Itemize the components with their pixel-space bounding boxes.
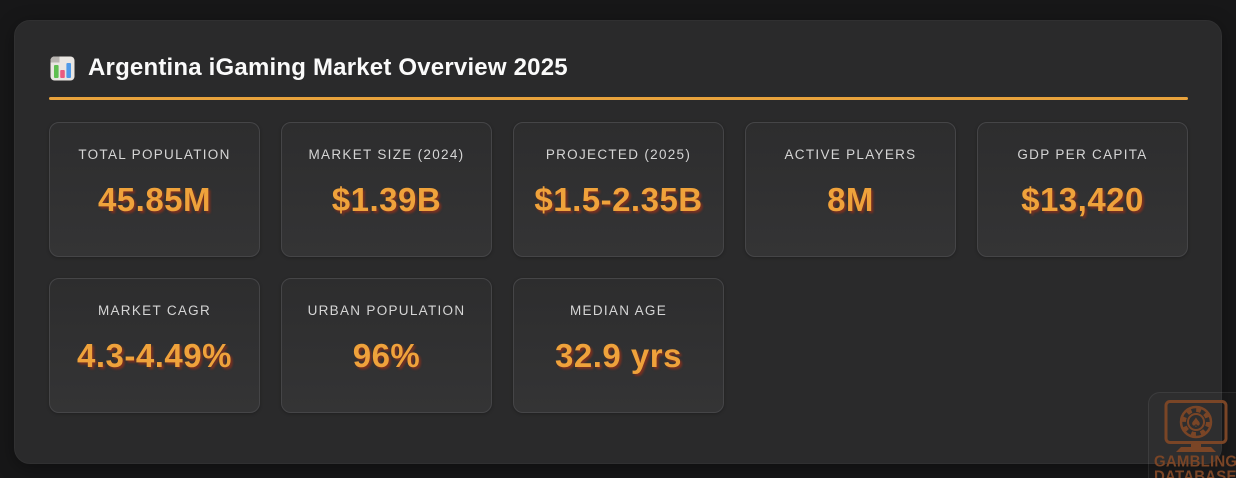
svg-text:♠: ♠ — [1190, 416, 1202, 431]
stats-grid: TOTAL POPULATION 45.85M MARKET SIZE (202… — [49, 122, 1188, 413]
stat-value: $13,420 — [1021, 181, 1144, 218]
stat-label: ACTIVE PLAYERS — [784, 147, 917, 162]
page-title: Argentina iGaming Market Overview 2025 — [88, 54, 568, 81]
stat-label: URBAN POPULATION — [307, 303, 466, 318]
stat-card-market-cagr: MARKET CAGR 4.3-4.49% — [49, 278, 260, 413]
stat-label: MEDIAN AGE — [569, 303, 668, 318]
stat-value: 4.3-4.49% — [77, 337, 232, 374]
stat-label: MARKET SIZE (2024) — [308, 147, 465, 162]
stat-card-urban-population: URBAN POPULATION 96% — [281, 278, 492, 413]
market-overview-panel: Argentina iGaming Market Overview 2025 T… — [14, 20, 1222, 464]
stat-value: 8M — [827, 181, 874, 218]
bar-chart-icon — [49, 55, 76, 82]
stat-label: TOTAL POPULATION — [78, 147, 231, 162]
stat-value: 96% — [352, 337, 421, 374]
stat-card-active-players: ACTIVE PLAYERS 8M — [745, 122, 956, 257]
stat-card-total-population: TOTAL POPULATION 45.85M — [49, 122, 260, 257]
stat-label: GDP PER CAPITA — [1017, 147, 1148, 162]
stat-card-market-size-2024: MARKET SIZE (2024) $1.39B — [281, 122, 492, 257]
stat-card-gdp-per-capita: GDP PER CAPITA $13,420 — [977, 122, 1188, 257]
monitor-poker-chip-icon: ♠ — [1164, 400, 1228, 452]
watermark-line1: GAMBLING — [1154, 452, 1236, 471]
stat-value: 45.85M — [97, 181, 212, 218]
watermark-badge: ♠ GAMBLING DATABASES — [1148, 392, 1236, 478]
stat-label: PROJECTED (2025) — [545, 147, 692, 162]
stat-card-median-age: MEDIAN AGE 32.9 yrs — [513, 278, 724, 413]
stat-label: MARKET CAGR — [97, 303, 212, 318]
stat-value: $1.39B — [331, 181, 442, 218]
stat-value: $1.5-2.35B — [534, 181, 703, 218]
stat-value: 32.9 yrs — [555, 337, 682, 374]
stat-card-projected-2025: PROJECTED (2025) $1.5-2.35B — [513, 122, 724, 257]
watermark-line2: DATABASES — [1154, 467, 1236, 478]
accent-divider — [49, 97, 1188, 100]
panel-header: Argentina iGaming Market Overview 2025 — [49, 54, 568, 82]
